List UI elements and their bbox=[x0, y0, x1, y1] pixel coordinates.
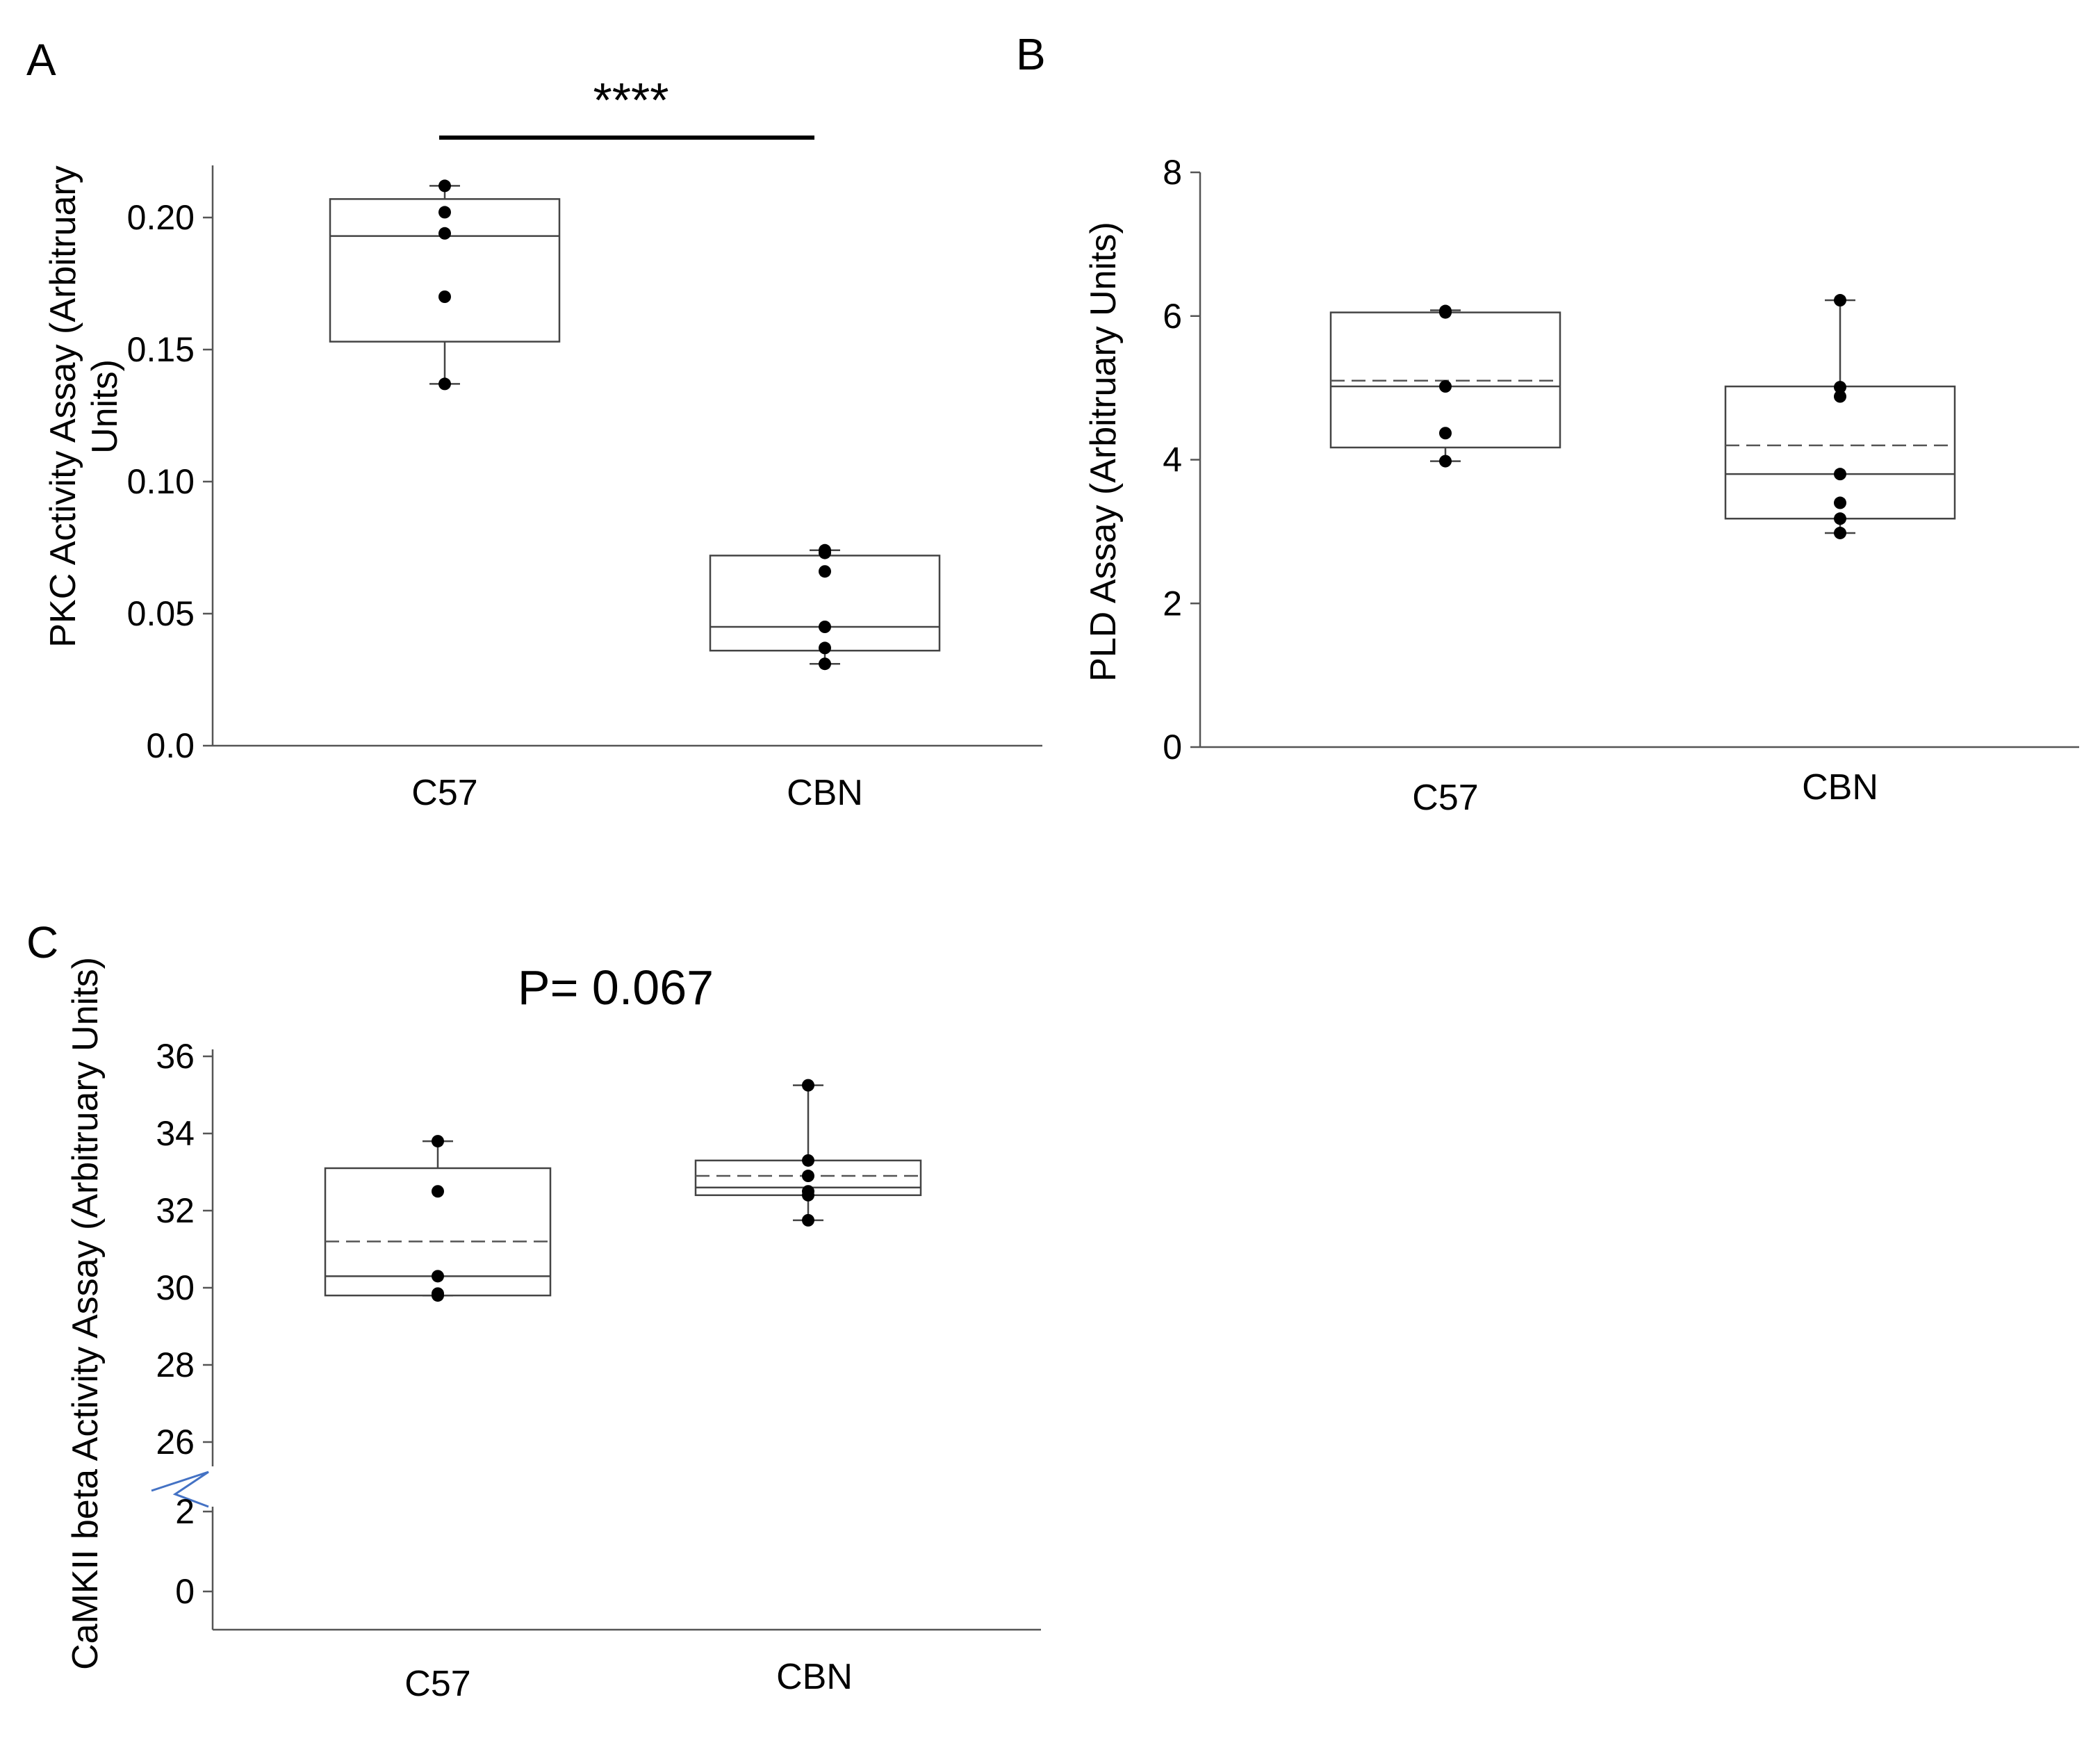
significance-stars: **** bbox=[593, 73, 669, 127]
panel-a-ytick-label-2: 0.10 bbox=[127, 462, 195, 501]
panel-c-cbn-point-0 bbox=[802, 1079, 814, 1092]
panel-a-ytick-label-4: 0.20 bbox=[127, 198, 195, 237]
panel-b-ytick-label-3: 6 bbox=[1163, 297, 1182, 336]
panel-c-c57-point-1 bbox=[432, 1185, 444, 1198]
panel-b-cbn-point-5 bbox=[1834, 512, 1846, 525]
panel-a-label: A bbox=[26, 35, 56, 85]
panel-b-c57-point-2 bbox=[1439, 380, 1452, 393]
panel-b-ytick-label-2: 4 bbox=[1163, 441, 1182, 480]
panel-b-label: B bbox=[1016, 29, 1046, 79]
panel-a-c57-box bbox=[329, 198, 561, 343]
panel-c-ytick-label-7: 36 bbox=[156, 1037, 195, 1076]
panel-a-ytick-label-3: 0.15 bbox=[127, 330, 195, 369]
panel-c-label: C bbox=[26, 917, 58, 967]
panel-c-ytick-label-1: 2 bbox=[175, 1492, 195, 1531]
panel-b-ytick-label-0: 0 bbox=[1163, 728, 1182, 767]
panel-a-c57-point-2 bbox=[438, 227, 451, 240]
panel-a-c57-point-1 bbox=[438, 206, 451, 219]
panel-c: C CaMKII beta Activity Assay (Arbitruary… bbox=[26, 917, 1041, 1704]
panel-b-cbn-point-1 bbox=[1834, 381, 1846, 394]
panel-b-xtick-c57: C57 bbox=[1412, 778, 1478, 818]
panel-c-c57-point-4 bbox=[432, 1289, 444, 1302]
panel-a-cbn-point-2 bbox=[819, 565, 831, 578]
panel-a-cbn-point-1 bbox=[819, 546, 831, 559]
panel-b: B PLD Assay (Arbitruary Units) 0 2 4 6 8 C57… bbox=[1016, 29, 2079, 818]
panel-c-ylabel: CaMKII beta Activity Assay (Arbitruary U… bbox=[65, 957, 106, 1670]
panel-b-cbn-point-2 bbox=[1834, 390, 1846, 403]
panel-b-cbn-point-6 bbox=[1834, 526, 1846, 539]
axis-break-icon bbox=[151, 1471, 209, 1508]
panel-b-cbn-point-3 bbox=[1834, 468, 1846, 481]
panel-b-c57-point-1 bbox=[1439, 306, 1452, 319]
panel-c-title: P= 0.067 bbox=[518, 960, 714, 1015]
panel-c-cbn-point-5 bbox=[802, 1213, 814, 1227]
panel-b-c57-point-4 bbox=[1439, 455, 1452, 468]
panel-a-c57-point-3 bbox=[438, 290, 451, 303]
panel-b-ylabel: PLD Assay (Arbitruary Units) bbox=[1083, 222, 1124, 682]
panel-a-cbn-point-3 bbox=[819, 621, 831, 633]
panel-a: A PKC Activity Assay (Arbitruary Units) … bbox=[26, 35, 1042, 813]
panel-c-ytick-label-6: 34 bbox=[156, 1114, 195, 1153]
panel-c-ytick-label-2: 26 bbox=[156, 1423, 195, 1462]
panel-c-cbn-point-4 bbox=[802, 1188, 814, 1202]
panel-c-ytick-label-4: 30 bbox=[156, 1268, 195, 1307]
panel-a-xtick-cbn: CBN bbox=[787, 773, 863, 813]
panel-b-cbn-point-4 bbox=[1834, 496, 1846, 509]
panel-c-ytick-label-0: 0 bbox=[175, 1572, 195, 1611]
panel-c-cbn-point-1 bbox=[802, 1154, 814, 1167]
panel-c-ytick-label-3: 28 bbox=[156, 1345, 195, 1384]
panel-c-xtick-c57: C57 bbox=[404, 1664, 470, 1704]
panel-b-cbn-point-0 bbox=[1834, 294, 1846, 307]
panel-a-c57-point-4 bbox=[438, 377, 451, 391]
panel-a-cbn-point-4 bbox=[819, 641, 831, 655]
panel-a-ylabel-line2: Units) bbox=[85, 359, 125, 454]
panel-a-xtick-c57: C57 bbox=[411, 773, 477, 813]
panel-b-c57-point-3 bbox=[1439, 427, 1452, 440]
panel-a-ytick-label-0: 0.0 bbox=[146, 726, 195, 765]
panel-c-xtick-cbn: CBN bbox=[776, 1657, 853, 1697]
panel-c-c57-point-0 bbox=[432, 1135, 444, 1148]
panel-a-cbn-point-5 bbox=[819, 657, 831, 671]
panel-a-ytick-label-1: 0.05 bbox=[127, 594, 195, 633]
panel-c-c57-point-2 bbox=[432, 1270, 444, 1283]
panel-c-ytick-label-5: 32 bbox=[156, 1191, 195, 1230]
panel-b-ytick-label-4: 8 bbox=[1163, 153, 1182, 192]
panel-b-xtick-cbn: CBN bbox=[1802, 767, 1878, 808]
panel-b-ytick-label-1: 2 bbox=[1163, 584, 1182, 623]
panel-a-ylabel-line1: PKC Activity Assay (Arbitruary bbox=[43, 165, 83, 648]
panel-c-cbn-point-2 bbox=[802, 1170, 814, 1183]
panel-a-c57-point-0 bbox=[438, 179, 451, 193]
